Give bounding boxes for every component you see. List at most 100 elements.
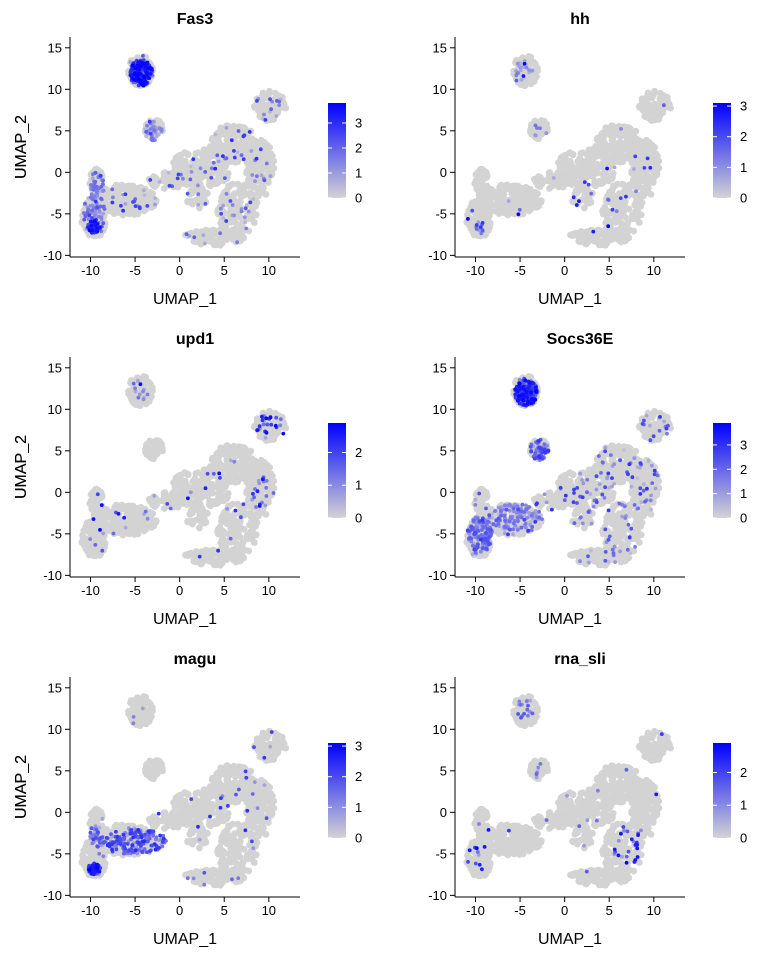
cell-point [230,141,238,148]
cell-point [224,149,232,157]
cell-point [576,155,584,163]
expression-point [223,176,227,181]
cell-point [653,156,660,164]
expression-point [167,183,172,188]
expression-point [571,195,576,200]
cell-point [232,453,239,461]
expression-point [93,179,98,184]
cell-point [104,523,112,530]
cell-point [196,238,204,246]
cell-point [530,194,537,202]
expression-point [83,214,88,219]
expression-point [142,193,147,198]
cell-point [622,182,630,190]
legend-tick-label: 0 [740,191,747,206]
expression-point [141,397,146,402]
cell-point [224,129,231,137]
y-tick-label: -10 [43,248,62,263]
expression-point [85,225,90,230]
cell-point [237,182,245,190]
expression-point [236,129,241,133]
cell-point [617,204,625,212]
expression-point [239,153,244,158]
expression-point [514,78,519,83]
expression-point [215,153,220,158]
cell-point [528,76,535,84]
cell-point [207,143,214,150]
cell-point [623,137,631,144]
cell-point [486,219,493,227]
expression-point [123,192,128,197]
expression-point [645,156,650,161]
expression-point [130,63,135,68]
expression-point [136,395,141,400]
cell-point [468,202,476,209]
expression-point [99,184,104,189]
expression-point [148,178,153,182]
legend-colorbar [713,103,731,198]
y-tick-label: 10 [433,82,447,97]
cell-point [568,181,576,189]
x-axis-title: UMAP_1 [538,291,602,308]
expression-point [101,178,105,183]
expression-point [91,197,95,202]
cell-point [208,456,216,463]
cell-point [256,166,264,174]
cell-point [169,489,177,496]
expression-point [478,225,483,230]
cell-point [161,505,168,512]
expression-point [176,172,181,177]
cell-point [264,177,271,185]
cell-point [228,478,236,485]
expression-point [264,494,269,498]
expression-point [99,196,103,201]
expression-point [247,130,252,134]
cell-point [189,189,196,197]
expression-point [249,149,254,153]
expression-point [198,166,203,171]
cell-point [137,504,145,511]
cell-point [219,517,227,525]
expression-point [577,199,581,204]
expression-point [606,224,611,229]
cell-point [588,163,596,171]
expression-point [188,177,193,182]
cell-point [271,89,279,97]
expression-point [137,67,142,72]
expression-point [224,156,229,161]
expression-point [153,138,157,143]
expression-point [148,127,153,131]
cell-point [562,151,569,159]
expression-point [121,208,125,213]
expression-point [85,210,90,215]
expression-point [191,157,196,162]
cell-point [641,172,649,180]
expression-point [261,422,266,427]
x-tick-label: 0 [561,263,568,278]
cell-point [249,161,257,169]
expression-point [522,61,527,66]
cell-point [610,183,618,191]
cell-point [191,179,198,187]
expression-point [88,537,93,541]
cell-point [199,477,207,485]
expression-point [123,202,128,206]
cell-point [199,157,207,165]
expression-point [648,165,653,170]
cell-point [250,469,257,477]
expression-point [132,77,137,82]
expression-point [93,170,98,175]
cell-point [609,129,616,137]
expression-point [92,219,97,224]
cell-point [213,241,220,249]
expression-point [634,189,638,194]
cell-point [598,241,605,249]
cell-point [196,558,204,566]
cell-point [207,463,214,470]
cell-point [83,522,91,529]
cell-point [80,533,88,541]
cell-point [470,231,478,239]
cell-point [217,165,225,173]
expression-point [141,83,146,88]
cell-point [266,87,273,95]
